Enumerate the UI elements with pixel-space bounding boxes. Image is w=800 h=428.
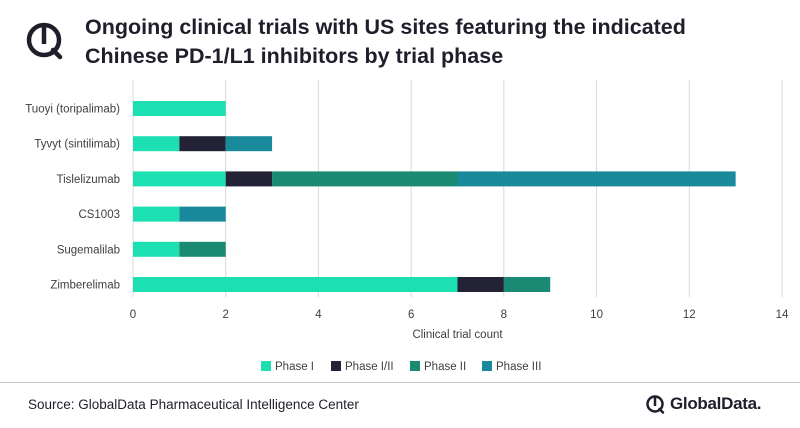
bar-segment xyxy=(133,241,180,257)
legend-label: Phase I/II xyxy=(345,361,394,373)
legend: Phase I Phase I/II Phase II Phase III xyxy=(261,361,541,373)
bar-segment xyxy=(179,206,226,222)
bar-segment xyxy=(225,136,273,152)
legend-swatch xyxy=(331,361,341,371)
bar-segment xyxy=(133,171,226,187)
chart-header: Ongoing clinical trials with US sites fe… xyxy=(0,0,800,80)
gridlines xyxy=(132,80,783,297)
category-label: Zimberelimab xyxy=(50,280,120,292)
brand-logo: GlobalData. xyxy=(644,391,761,417)
bar-segment xyxy=(133,136,180,152)
bar-segment xyxy=(503,277,551,292)
legend-swatch xyxy=(261,361,271,371)
x-tick-label: 2 xyxy=(223,309,229,321)
chart-title: Ongoing clinical trials with US sites fe… xyxy=(85,13,785,71)
x-axis-label: Clinical trial count xyxy=(412,329,503,341)
bar-segment xyxy=(272,171,458,187)
bar-segment xyxy=(133,101,226,116)
category-label: Sugemalilab xyxy=(57,244,120,256)
bar-segment xyxy=(179,241,226,257)
legend-swatch xyxy=(410,361,420,371)
bar-segment xyxy=(133,277,458,292)
globaldata-mark-icon xyxy=(646,395,665,414)
category-label: Tuoyi (toripalimab) xyxy=(25,104,120,116)
bar-segment xyxy=(457,171,736,187)
x-tick-labels: 0 2 4 6 8 10 12 14 xyxy=(130,309,789,321)
stacked-bar-chart: Tuoyi (toripalimab) Tyvyt (sintilimab) Tis… xyxy=(25,80,789,373)
legend-label: Phase II xyxy=(424,361,466,373)
legend-label: Phase III xyxy=(496,361,541,373)
category-label: Tislelizumab xyxy=(57,174,120,186)
legend-swatch xyxy=(482,361,492,371)
chart-title-line-2: Chinese PD-1/L1 inhibitors by trial phas… xyxy=(85,44,504,68)
x-tick-label: 14 xyxy=(776,309,789,321)
bar-segment xyxy=(133,206,180,222)
bar-segment xyxy=(179,136,226,152)
bar-segment xyxy=(225,171,273,187)
globaldata-mark-icon xyxy=(26,22,63,60)
category-label: Tyvyt (sintilimab) xyxy=(34,139,120,151)
bars xyxy=(133,101,736,292)
chart-title-line-1: Ongoing clinical trials with US sites fe… xyxy=(85,15,686,39)
legend-label: Phase I xyxy=(275,361,314,373)
footer-divider xyxy=(0,382,800,383)
x-tick-label: 10 xyxy=(590,309,603,321)
x-tick-label: 8 xyxy=(501,309,507,321)
x-tick-label: 4 xyxy=(315,309,322,321)
category-labels: Tuoyi (toripalimab) Tyvyt (sintilimab) Tis… xyxy=(25,104,120,292)
brand-name: GlobalData. xyxy=(670,394,762,413)
x-tick-label: 6 xyxy=(408,309,414,321)
bar-segment xyxy=(457,277,504,292)
x-tick-label: 12 xyxy=(683,309,696,321)
x-tick-label: 0 xyxy=(130,309,136,321)
category-label: CS1003 xyxy=(78,209,120,221)
source-note: Source: GlobalData Pharmaceutical Intell… xyxy=(28,397,359,412)
